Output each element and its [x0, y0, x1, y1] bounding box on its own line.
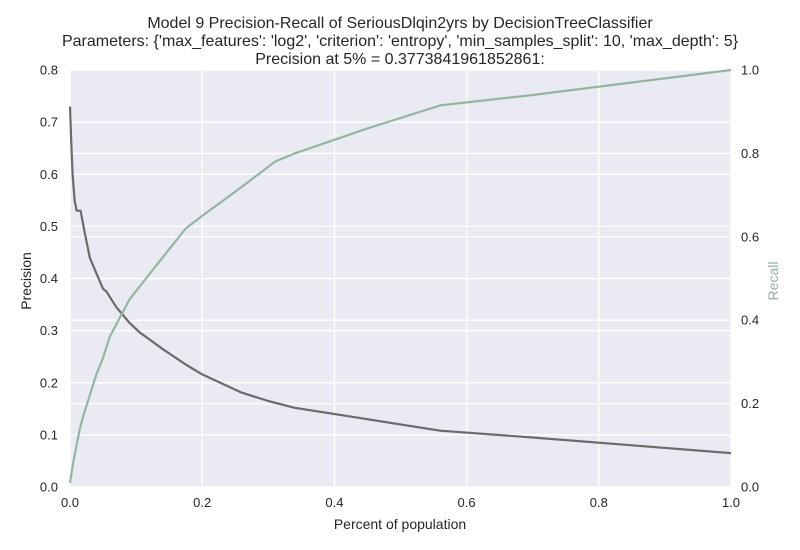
- x-tick-label: 0.8: [590, 495, 608, 510]
- x-tick-label: 0.6: [458, 495, 476, 510]
- series-lines: [68, 68, 732, 483]
- chart-title: Model 9 Precision-Recall of SeriousDlqin…: [147, 15, 653, 32]
- y2-tick-label: 1.0: [741, 63, 759, 78]
- y2-tick-label: 0.0: [741, 480, 759, 495]
- y2-tick-label: 0.4: [741, 313, 759, 328]
- y-tick-label: 0.4: [40, 271, 58, 286]
- x-axis-ticks: 0.0 0.2 0.4 0.6 0.8 1.0: [61, 495, 740, 510]
- precision-line: [68, 106, 732, 455]
- y2-tick-label: 0.2: [741, 396, 759, 411]
- y-tick-label: 0.0: [40, 480, 58, 495]
- y-tick-label: 0.6: [40, 167, 58, 182]
- right-y-axis-label: Recall: [765, 262, 781, 301]
- chart-subtitle-precision-at-5: Precision at 5% = 0.3773841961852861:: [255, 51, 545, 68]
- y2-tick-label: 0.8: [741, 146, 759, 161]
- y-tick-label: 0.8: [40, 63, 58, 78]
- y-tick-label: 0.3: [40, 323, 58, 338]
- x-tick-label: 0.4: [325, 495, 343, 510]
- y2-tick-label: 0.6: [741, 229, 759, 244]
- left-y-axis-label: Precision: [18, 252, 34, 310]
- chart-subtitle-parameters: Parameters: {'max_features': 'log2', 'cr…: [62, 33, 739, 50]
- y-tick-label: 0.5: [40, 219, 58, 234]
- y-tick-label: 0.7: [40, 115, 58, 130]
- left-y-axis-ticks: 0.0 0.1 0.2 0.3 0.4 0.5 0.6 0.7 0.8: [40, 63, 58, 495]
- x-axis-label: Percent of population: [334, 516, 466, 532]
- y-tick-label: 0.1: [40, 427, 58, 442]
- x-tick-label: 1.0: [722, 495, 740, 510]
- right-y-axis-ticks: 0.0 0.2 0.4 0.6 0.8 1.0: [741, 63, 759, 495]
- recall-line: [68, 68, 732, 483]
- x-tick-label: 0.2: [193, 495, 211, 510]
- y-tick-label: 0.2: [40, 375, 58, 390]
- x-tick-label: 0.0: [61, 495, 79, 510]
